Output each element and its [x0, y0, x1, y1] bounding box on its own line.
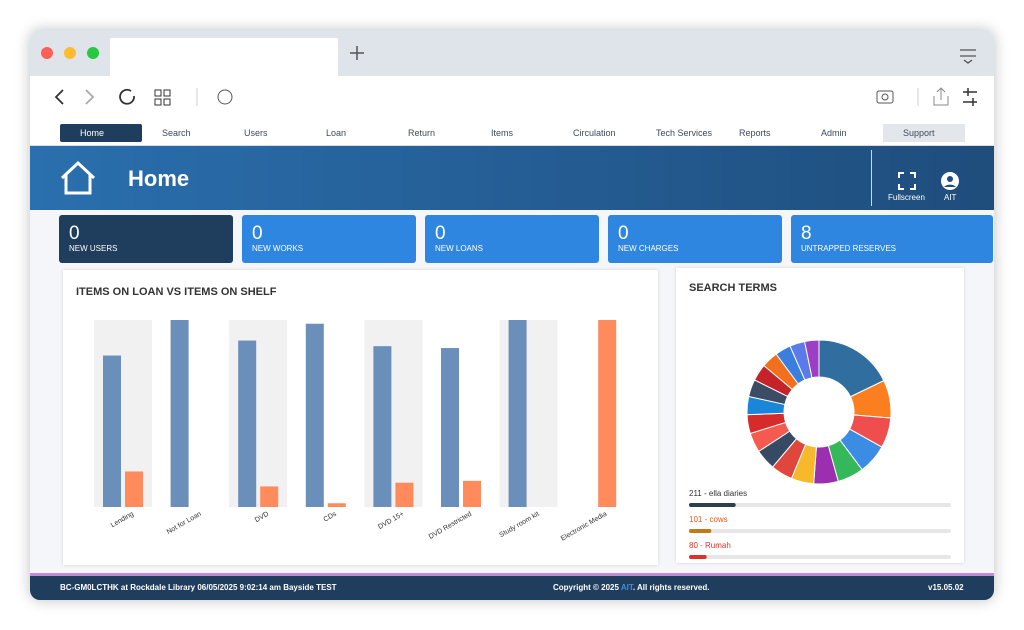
- band: [94, 320, 152, 507]
- card-value: 8: [801, 223, 812, 244]
- stat-card[interactable]: 0 NEW USERS: [59, 215, 233, 263]
- x-tick-label: CDs: [323, 510, 339, 523]
- term-track: [689, 555, 951, 559]
- browser-window: Home Search Users Loan Return Items Circulatio…: [30, 30, 994, 600]
- bar: [463, 480, 481, 507]
- stat-card[interactable]: 0 NEW LOANS: [425, 215, 599, 263]
- version: v15.05.02: [928, 583, 964, 592]
- nav-item[interactable]: Reports: [739, 128, 771, 138]
- bar: [508, 320, 527, 507]
- nav-item[interactable]: Tech Services: [656, 128, 713, 138]
- card-value: 0: [252, 223, 263, 244]
- bar-panel: ITEMS ON LOAN VS ITEMS ON SHELF Lending No…: [63, 270, 658, 565]
- term-track: [689, 529, 951, 533]
- bar: [441, 348, 459, 507]
- chart-title: SEARCH TERMS: [689, 282, 777, 294]
- bar: [238, 340, 257, 507]
- header-title: Home: [128, 166, 190, 191]
- nav-item[interactable]: Home: [60, 124, 142, 142]
- nav-item[interactable]: Admin: [821, 128, 847, 138]
- footer-copyright: Copyright © 2025 AIT. All rights reserve…: [553, 583, 709, 592]
- term-label: 101 - cows: [689, 515, 728, 524]
- term-track: [689, 503, 951, 507]
- brand[interactable]: AIT: [620, 583, 633, 592]
- term-label: 211 - ella diaries: [689, 489, 747, 498]
- stat-card[interactable]: 0 NEW WORKS: [242, 215, 416, 263]
- toolbar: [30, 76, 994, 120]
- stat-card[interactable]: 8 UNTRAPPED RESERVES: [791, 215, 993, 263]
- toolbar-icons: [54, 87, 977, 106]
- bar-chart: ITEMS ON LOAN VS ITEMS ON SHELF Lending No…: [76, 286, 617, 543]
- nav-item[interactable]: Search: [162, 128, 191, 138]
- bar: [395, 482, 414, 507]
- tab-controls: [41, 38, 976, 76]
- card-value: 0: [618, 223, 629, 244]
- nav-item[interactable]: Loan: [326, 128, 347, 138]
- user-icon[interactable]: [941, 172, 959, 190]
- term-label: 80 - Rumah: [689, 541, 731, 550]
- user-label[interactable]: AIT: [944, 193, 957, 202]
- fullscreen-label[interactable]: Fullscreen: [888, 193, 925, 202]
- bar: [598, 320, 617, 507]
- footer: BC-GM0LCTHK at Rockdale Library 06/05/20…: [30, 576, 994, 600]
- card-label: NEW WORKS: [252, 244, 304, 253]
- band: [364, 320, 423, 507]
- bar: [305, 323, 324, 507]
- nav-item[interactable]: Support: [883, 124, 965, 142]
- bar: [373, 346, 392, 507]
- nav-item[interactable]: Circulation: [573, 128, 616, 138]
- bar: [125, 471, 143, 507]
- search-panel: SEARCH TERMS 211 - ella diaries 101 - cows…: [676, 268, 964, 585]
- bar: [170, 320, 189, 507]
- card-label: NEW LOANS: [435, 244, 484, 253]
- x-tick-label: DVD 15+: [377, 511, 405, 531]
- pie-chart: SEARCH TERMS 211 - ella diaries 101 - cows…: [689, 282, 951, 585]
- stat-card[interactable]: 0 NEW CHARGES: [608, 215, 782, 263]
- bar: [260, 486, 279, 507]
- pie-slice[interactable]: [803, 339, 820, 379]
- band: [229, 320, 288, 507]
- card-label: NEW USERS: [69, 244, 118, 253]
- app-header: Home Fullscreen AIT: [30, 146, 994, 210]
- x-tick-label: Study room kit: [498, 511, 540, 539]
- card-label: UNTRAPPED RESERVES: [801, 244, 896, 253]
- bar: [103, 355, 121, 507]
- nav-item[interactable]: Items: [491, 128, 514, 138]
- fullscreen-icon[interactable]: [898, 172, 916, 190]
- home-icon: [60, 160, 96, 195]
- rights: . All rights reserved.: [632, 583, 710, 592]
- tab-bar: [30, 30, 994, 76]
- chart-title: ITEMS ON LOAN VS ITEMS ON SHELF: [76, 286, 277, 298]
- term-bar: [689, 529, 712, 533]
- term-bar: [689, 555, 707, 559]
- nav-item[interactable]: Return: [408, 128, 436, 138]
- copyright: Copyright © 2025: [553, 583, 621, 592]
- footer-left: BC-GM0LCTHK at Rockdale Library 06/05/20…: [60, 583, 337, 592]
- x-tick-label: Not for Loan: [166, 511, 203, 536]
- term-bar: [689, 503, 736, 507]
- x-tick-label: Electronic Media: [560, 511, 608, 543]
- x-tick-label: Lending: [110, 511, 135, 530]
- x-tick-label: DVD Restricted: [428, 511, 473, 541]
- x-tick-label: DVD: [254, 511, 270, 524]
- card-value: 0: [69, 223, 80, 244]
- card-value: 0: [435, 223, 446, 244]
- card-label: NEW CHARGES: [618, 244, 679, 253]
- bar: [327, 503, 346, 507]
- app-nav: Home Search Users Loan Return Items Circulatio…: [30, 120, 994, 146]
- band: [499, 320, 558, 507]
- nav-item[interactable]: Users: [244, 128, 268, 138]
